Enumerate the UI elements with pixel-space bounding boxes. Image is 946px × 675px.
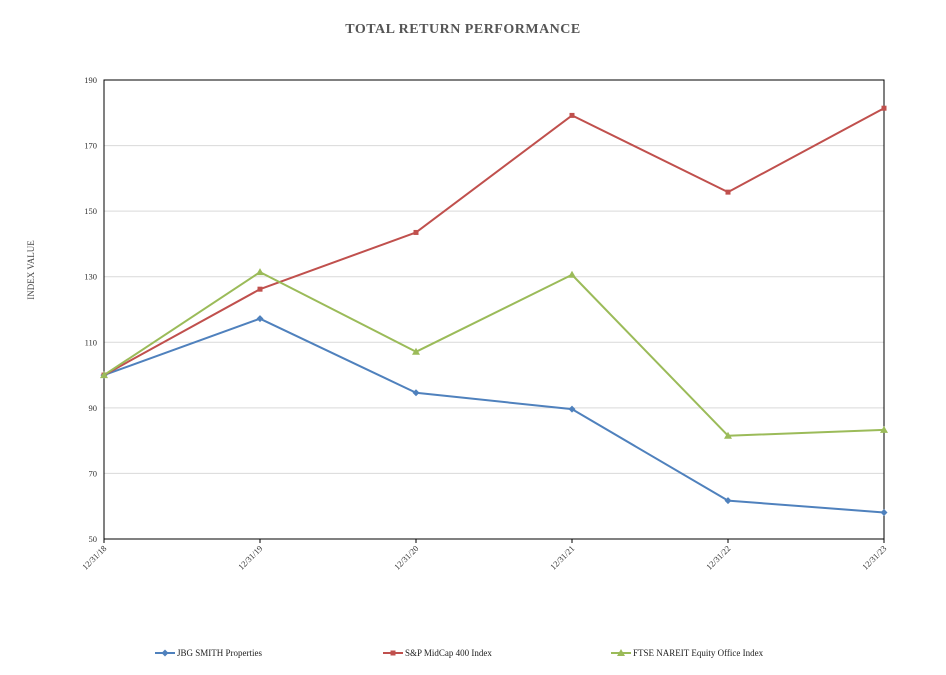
series-line [103,271,885,437]
data-point [256,315,264,323]
legend: JBG SMITH Properties S&P MidCap 400 Index… [0,648,946,666]
line-chart: 50 70 90 110 130 150 170 190 12/31/18 12/31/19 12/… [80,75,888,572]
series-2 [100,268,888,439]
legend-swatch [611,649,631,656]
legend-item: S&P MidCap 400 Index [383,648,492,658]
data-point [413,229,419,235]
data-point [724,497,732,505]
y-tick-label: 130 [84,272,97,282]
data-point [568,270,576,278]
series-1 [101,105,887,378]
series-0 [100,315,888,516]
x-tick-label: 12/31/20 [392,543,420,571]
x-tick-label: 12/31/21 [548,543,576,571]
tick-labels: 50 70 90 110 130 150 170 190 12/31/18 12/31/19 12/… [80,75,888,572]
legend-item: JBG SMITH Properties [155,648,262,658]
x-tick-label: 12/31/19 [236,543,264,571]
legend-label: JBG SMITH Properties [177,648,262,658]
data-point [257,286,263,292]
series-lines [100,105,888,516]
axes [103,79,885,543]
data-point [724,431,732,439]
y-tick-label: 50 [89,534,98,544]
data-point [725,189,731,195]
gridlines [104,145,884,474]
legend-item: FTSE NAREIT Equity Office Index [611,648,763,658]
x-tick-label: 12/31/18 [80,543,108,571]
legend-swatch [383,650,403,656]
y-tick-label: 190 [84,75,97,85]
data-point [881,105,887,111]
legend-label: S&P MidCap 400 Index [405,648,492,658]
y-tick-label: 90 [89,403,98,413]
chart-title: TOTAL RETURN PERFORMANCE [345,22,581,37]
data-point [569,112,575,118]
legend-swatch [155,649,175,657]
data-point [568,405,576,413]
series-line [103,107,885,376]
y-tick-label: 170 [84,141,97,151]
data-point [256,268,264,276]
data-point [100,371,108,379]
data-point [412,389,420,397]
x-tick-label: 12/31/22 [704,543,732,571]
y-tick-label: 150 [84,206,97,216]
data-point [880,508,888,516]
plot-area-border [103,79,885,540]
data-point [412,347,420,355]
data-point [880,425,888,433]
legend-label: FTSE NAREIT Equity Office Index [633,648,764,658]
y-tick-label: 70 [89,468,98,478]
series-line [103,317,885,514]
x-tick-label: 12/31/23 [860,543,888,571]
y-tick-label: 110 [85,337,97,347]
